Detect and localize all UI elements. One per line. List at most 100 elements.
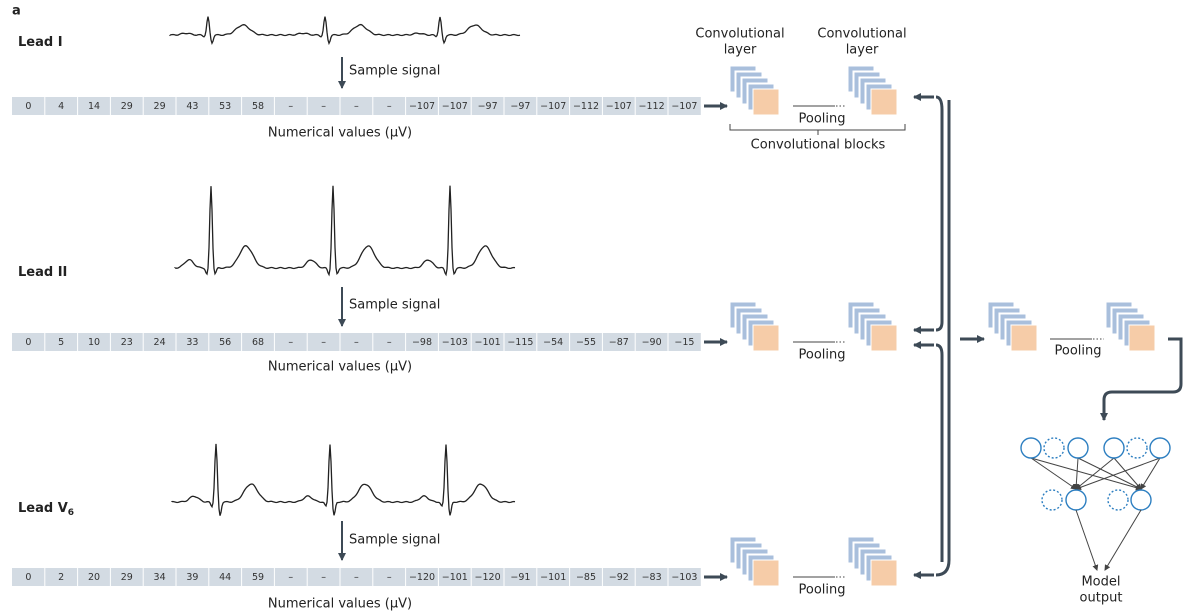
net-edge	[1140, 457, 1161, 490]
value-cell: −15	[674, 337, 694, 348]
pooling-label: Pooling	[799, 583, 846, 598]
neuron	[1067, 437, 1089, 459]
lead-label: Lead V6	[18, 501, 74, 518]
neuron	[1126, 437, 1148, 459]
value-cell: −54	[543, 337, 563, 348]
blocks-bracket	[729, 124, 906, 135]
value-cell: −107	[540, 101, 566, 112]
feature-map-front	[752, 559, 780, 587]
neuron	[1130, 489, 1152, 511]
value-cell: −101	[442, 572, 468, 583]
value-cell: –	[288, 337, 293, 348]
net-edge	[1077, 457, 1142, 490]
feature-map-front	[870, 559, 898, 587]
lead-name: Lead I	[18, 35, 63, 50]
neuron	[1107, 489, 1129, 511]
value-cell: −92	[609, 572, 629, 583]
value-cell: 23	[121, 337, 133, 348]
value-cell: 68	[252, 337, 264, 348]
conv-layer-label: layer	[846, 43, 879, 58]
value-cell: 0	[25, 101, 31, 112]
value-cell: −85	[576, 572, 596, 583]
ecg-trace	[169, 16, 521, 46]
conv-layer-label: layer	[724, 43, 757, 58]
value-cell: −107	[606, 101, 632, 112]
feature-map-front	[1010, 324, 1038, 352]
value-cell: −112	[639, 101, 665, 112]
value-cell: −103	[442, 337, 468, 348]
value-cell: −107	[671, 101, 697, 112]
net-edge	[1113, 457, 1142, 490]
value-cell: 5	[58, 337, 64, 348]
value-cell: 29	[121, 101, 133, 112]
value-cell: −120	[475, 572, 501, 583]
axis-label: Numerical values (μV)	[268, 126, 412, 141]
net-edge	[1030, 457, 1142, 491]
value-cell: 24	[154, 337, 166, 348]
output-label: output	[1080, 591, 1123, 606]
to-dense-line	[1100, 337, 1183, 421]
lead-name: Lead II	[18, 265, 67, 280]
value-cell: −83	[642, 572, 662, 583]
value-cell: 59	[252, 572, 264, 583]
pooling-label: Pooling	[1055, 344, 1102, 359]
lead-subscript: 6	[68, 508, 74, 518]
feature-map-front	[752, 324, 780, 352]
value-cell: –	[354, 572, 359, 583]
value-cell: 44	[219, 572, 231, 583]
value-cell: −98	[412, 337, 432, 348]
feature-map-front	[752, 88, 780, 116]
value-cell: –	[288, 572, 293, 583]
value-cell: −55	[576, 337, 596, 348]
neuron	[1043, 437, 1065, 459]
value-cell: −97	[510, 101, 530, 112]
value-cell: 53	[219, 101, 231, 112]
value-cell: 14	[88, 101, 100, 112]
sample-label: Sample signal	[349, 298, 440, 313]
sample-label: Sample signal	[349, 533, 440, 548]
value-cell: −103	[671, 572, 697, 583]
output-edge	[1075, 509, 1099, 571]
value-cell: −112	[573, 101, 599, 112]
value-cell: –	[321, 572, 326, 583]
ecg-trace	[174, 185, 516, 277]
ecg-trace	[171, 443, 516, 516]
lead-label: Lead I	[18, 35, 63, 50]
value-cell: 34	[154, 572, 166, 583]
value-row	[12, 97, 701, 115]
blocks-label: Convolutional blocks	[751, 138, 886, 153]
pooling-label: Pooling	[799, 348, 846, 363]
axis-label: Numerical values (μV)	[268, 360, 412, 375]
feature-map-front	[1128, 324, 1156, 352]
value-cell: 10	[88, 337, 100, 348]
value-cell: 58	[252, 101, 264, 112]
sample-label: Sample signal	[349, 64, 440, 79]
value-cell: –	[321, 337, 326, 348]
output-label: Model	[1081, 575, 1120, 590]
conv-layer-label: Convolutional	[817, 27, 906, 42]
merge-line	[935, 343, 944, 562]
value-row	[12, 568, 701, 586]
value-cell: −115	[507, 337, 533, 348]
value-cell: –	[321, 101, 326, 112]
feature-map-front	[870, 88, 898, 116]
feature-map-front	[870, 324, 898, 352]
value-cell: 29	[154, 101, 166, 112]
value-cell: 39	[186, 572, 198, 583]
value-cell: 0	[25, 337, 31, 348]
value-cell: −87	[609, 337, 629, 348]
merge-line	[935, 95, 944, 332]
value-cell: −107	[409, 101, 435, 112]
net-edge	[1030, 457, 1077, 490]
value-cell: 33	[186, 337, 198, 348]
value-cell: –	[288, 101, 293, 112]
output-edge	[1104, 509, 1142, 571]
value-cell: –	[387, 101, 392, 112]
value-cell: 43	[186, 101, 198, 112]
value-cell: −107	[442, 101, 468, 112]
value-cell: 4	[58, 101, 64, 112]
value-cell: 56	[219, 337, 231, 348]
pooling-label: Pooling	[799, 112, 846, 127]
neuron	[1103, 437, 1125, 459]
value-cell: 29	[121, 572, 133, 583]
